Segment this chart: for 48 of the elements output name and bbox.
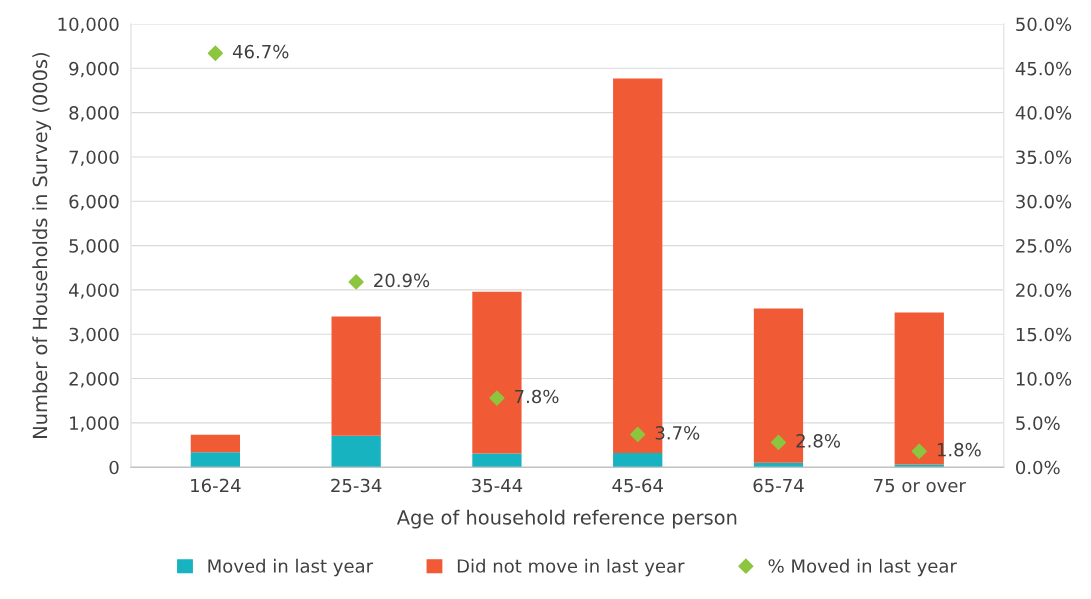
x-tick-label: 65-74 bbox=[753, 478, 804, 493]
bar bbox=[613, 453, 663, 468]
y-tick-label: 3,000 bbox=[69, 327, 119, 344]
bar bbox=[331, 435, 381, 468]
point bbox=[630, 426, 646, 443]
x-axis-title: Age of household reference person bbox=[396, 509, 737, 529]
y-axis-title: Number of Households in Survey (000s) bbox=[32, 52, 52, 438]
y2-tick-label: 30.0% bbox=[1016, 194, 1072, 209]
point bbox=[911, 443, 927, 459]
y2-tick-label: 45.0% bbox=[1015, 61, 1072, 76]
point bbox=[770, 434, 787, 451]
y-tick-label: 0 bbox=[109, 460, 119, 475]
y-tick-label: 7,000 bbox=[69, 150, 119, 166]
y2-tick-label: 15.0% bbox=[1016, 327, 1072, 342]
bar bbox=[190, 434, 241, 453]
y-tick-label: 8,000 bbox=[69, 106, 119, 122]
legend-label: Moved in last year bbox=[208, 558, 374, 577]
data-label: 20.9% bbox=[374, 273, 430, 288]
y-tick-label: 2,000 bbox=[69, 372, 119, 388]
y-tick-label: 9,000 bbox=[69, 61, 119, 78]
point bbox=[207, 45, 224, 61]
y-tick-label: 1,000 bbox=[70, 416, 119, 432]
bar bbox=[472, 453, 522, 468]
bar bbox=[331, 316, 381, 436]
y2-tick-label: 20.0% bbox=[1016, 283, 1072, 298]
x-tick-label: 35-44 bbox=[472, 478, 523, 493]
y2-tick-label: 50.0% bbox=[1016, 17, 1072, 32]
y2-tick-label: 35.0% bbox=[1016, 150, 1072, 165]
y-tick-label: 10,000 bbox=[58, 17, 119, 33]
y2-tick-label: 10.0% bbox=[1016, 372, 1072, 386]
x-tick-label: 25-34 bbox=[331, 478, 382, 493]
y2-tick-label: 40.0% bbox=[1015, 106, 1072, 120]
data-label: 46.7% bbox=[232, 44, 289, 59]
y-tick-label: 6,000 bbox=[69, 194, 119, 211]
point bbox=[348, 274, 364, 290]
y2-tick-label: 25.0% bbox=[1016, 239, 1072, 253]
y-tick-label: 5,000 bbox=[69, 239, 119, 255]
x-tick-label: 75 or over bbox=[874, 478, 966, 493]
y2-tick-label: 5.0% bbox=[1016, 416, 1060, 431]
y-tick-label: 4,000 bbox=[69, 283, 119, 299]
x-tick-label: 45-64 bbox=[612, 478, 663, 493]
y2-tick-label: 0.0% bbox=[1016, 460, 1060, 475]
x-tick-label: 16-24 bbox=[191, 478, 241, 493]
legend-label: % Moved in last year bbox=[768, 558, 957, 577]
point bbox=[489, 390, 505, 406]
bar bbox=[190, 452, 241, 468]
legend-label: Did not move in last year bbox=[457, 558, 685, 577]
bar bbox=[753, 462, 804, 468]
